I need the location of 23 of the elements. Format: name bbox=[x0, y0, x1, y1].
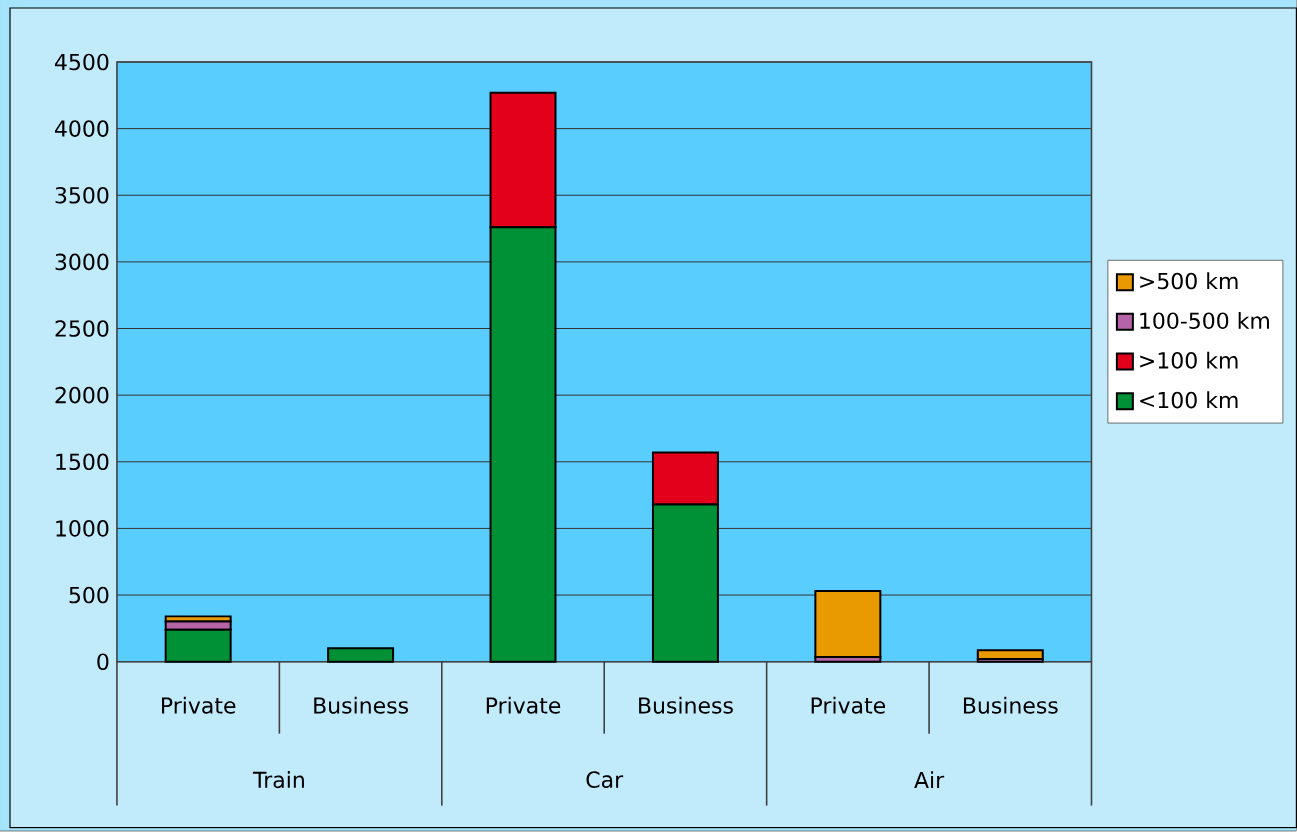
y-tick-label: 2500 bbox=[55, 320, 109, 338]
x-tick-label: Business bbox=[314, 696, 408, 714]
y-tick-label: 500 bbox=[69, 586, 109, 604]
text: Train bbox=[252, 771, 304, 789]
legend-label: >500 km bbox=[1140, 272, 1238, 290]
x-tick-label: Business bbox=[639, 696, 733, 714]
legend-label: 100-500 km bbox=[1140, 312, 1269, 330]
legend-label: >100 km bbox=[1140, 351, 1238, 369]
y-tick-label: 1500 bbox=[56, 453, 109, 471]
y-tick-label: 3500 bbox=[55, 187, 109, 204]
x-tick-label: Private bbox=[486, 696, 561, 714]
legend-label: <100 km bbox=[1140, 391, 1238, 409]
y-tick-label: 4000 bbox=[54, 120, 109, 138]
x-tick-label: Private bbox=[162, 696, 236, 714]
x-tick-label: Private bbox=[811, 696, 886, 714]
text: Car bbox=[586, 771, 624, 789]
x-tick-label: Business bbox=[963, 696, 1058, 714]
text: Air bbox=[914, 771, 945, 789]
y-tick-label: 4500 bbox=[54, 53, 109, 71]
y-tick-label: 1000 bbox=[56, 520, 109, 537]
y-tick-label: 3000 bbox=[55, 253, 109, 271]
y-tick-label: 2000 bbox=[55, 387, 109, 404]
y-tick-label: 0 bbox=[97, 653, 109, 671]
